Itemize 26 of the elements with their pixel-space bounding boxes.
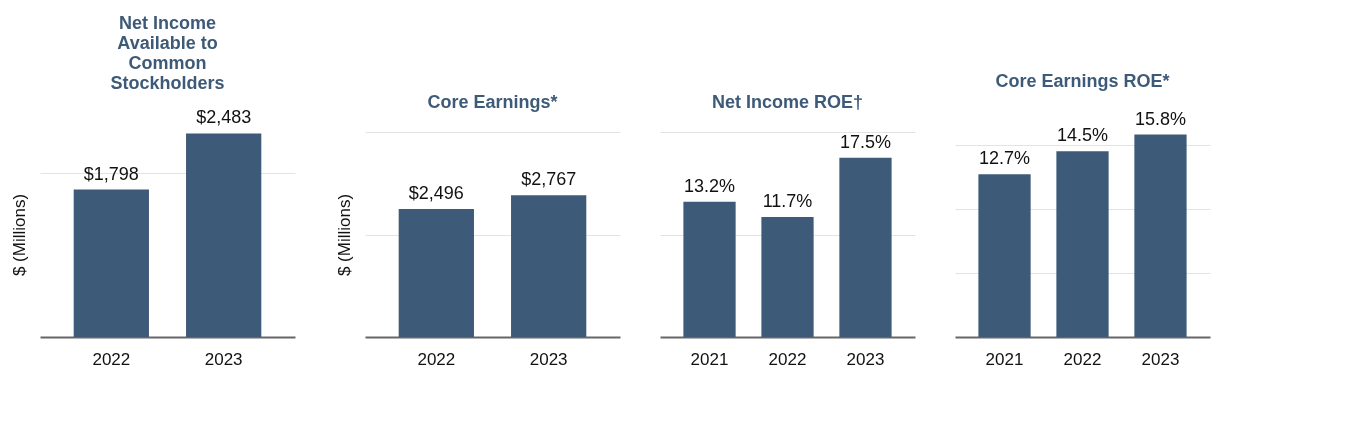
- x-tick-label: 2021: [985, 349, 1024, 369]
- x-tick-label: 2023: [204, 349, 243, 369]
- x-tick-label: 2021: [690, 349, 729, 369]
- data-label: $1,798: [83, 163, 139, 184]
- data-label: $2,767: [521, 169, 577, 190]
- chart-title: Net Income ROE†: [711, 92, 864, 112]
- data-label: 11.7%: [762, 191, 813, 212]
- data-label: 14.5%: [1056, 125, 1109, 146]
- x-tick-label: 2022: [92, 349, 131, 369]
- data-label: 17.5%: [839, 131, 892, 152]
- y-axis-title: $ (Millions): [9, 193, 29, 277]
- x-tick-label: 2023: [846, 349, 885, 369]
- chart-title: Net Income Available to Common Stockholders: [110, 13, 225, 94]
- x-tick-label: 2023: [1141, 349, 1180, 369]
- y-axis-title: $ (Millions): [334, 193, 354, 277]
- data-label: $2,496: [408, 183, 464, 204]
- data-label: 12.7%: [978, 148, 1031, 169]
- x-tick-label: 2022: [768, 349, 807, 369]
- x-tick-label: 2022: [1063, 349, 1102, 369]
- chart-title: Core Earnings ROE*: [995, 70, 1170, 91]
- data-label: 15.8%: [1134, 108, 1187, 129]
- data-label: $2,483: [196, 107, 252, 128]
- data-label: 13.2%: [683, 175, 736, 196]
- chart-title: Core Earnings*: [427, 92, 558, 112]
- x-tick-label: 2022: [417, 349, 456, 369]
- x-tick-label: 2023: [529, 349, 568, 369]
